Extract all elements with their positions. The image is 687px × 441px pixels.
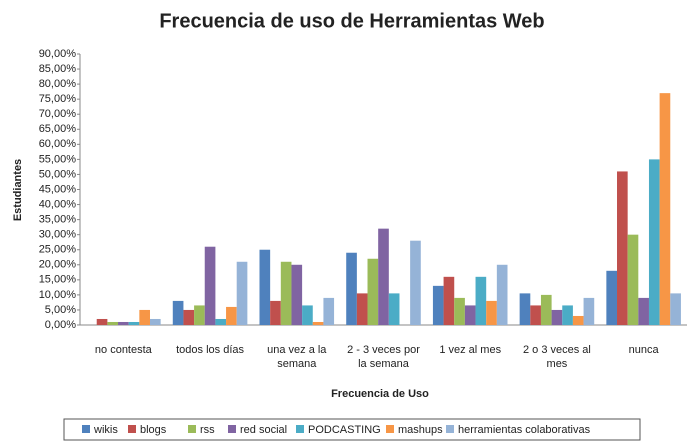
bar <box>139 309 150 325</box>
bar <box>270 300 281 325</box>
x-tick-label: no contesta <box>95 344 153 356</box>
y-tick-label: 25,00% <box>39 244 77 256</box>
chart-title: Frecuencia de uso de Herramientas Web <box>159 10 544 32</box>
y-tick-label: 20,00% <box>39 259 77 271</box>
bar <box>367 258 379 325</box>
y-tick-label: 75,00% <box>39 93 77 105</box>
bar <box>291 264 303 325</box>
bar <box>648 159 660 325</box>
bar <box>236 261 248 325</box>
legend-swatch <box>228 425 236 433</box>
bar <box>378 228 389 325</box>
bar <box>204 246 216 325</box>
legend-swatch <box>386 425 394 433</box>
legend-label: mashups <box>398 424 443 436</box>
legend-label: herramientas colaborativas <box>458 424 591 436</box>
bar <box>496 264 508 325</box>
bar <box>356 293 368 325</box>
bar <box>118 321 129 325</box>
bar <box>107 321 119 325</box>
legend-box <box>63 418 641 441</box>
y-tick-label: 90,00% <box>39 48 77 60</box>
bar <box>670 293 681 325</box>
bar <box>530 305 541 325</box>
y-axis-title: Estudiantes <box>12 159 24 221</box>
bar <box>96 318 108 325</box>
y-tick-label: 70,00% <box>39 108 77 120</box>
bar <box>519 293 531 325</box>
legend-swatch <box>188 425 196 433</box>
bar <box>562 305 573 325</box>
bar <box>183 309 195 325</box>
bar <box>172 300 184 325</box>
bar <box>410 240 421 325</box>
bar <box>540 294 552 325</box>
legend-label: PODCASTING <box>308 424 381 436</box>
y-tick-label: 30,00% <box>39 229 77 241</box>
y-tick-label: 45,00% <box>39 183 77 195</box>
bar <box>194 305 205 325</box>
y-tick-label: 5,00% <box>45 304 76 316</box>
x-tick-label: una vez a la semana <box>267 344 327 370</box>
bar <box>475 276 487 325</box>
y-tick-label: 60,00% <box>39 138 77 150</box>
legend-swatch <box>82 425 90 433</box>
bar <box>659 93 671 326</box>
y-tick-label: 65,00% <box>39 123 77 135</box>
bar <box>302 305 313 325</box>
bar <box>128 321 140 325</box>
bar <box>149 318 161 325</box>
bar <box>464 305 476 325</box>
bar <box>259 249 271 325</box>
legend-label: rss <box>200 424 215 436</box>
bar <box>280 261 292 325</box>
x-tick-label: todos los días <box>176 344 244 356</box>
y-tick-label: 0,00% <box>45 319 76 331</box>
x-axis-title: Frecuencia de Uso <box>331 388 429 400</box>
bar <box>627 234 639 325</box>
bar <box>454 297 465 325</box>
bar <box>226 306 237 325</box>
bar <box>443 276 455 325</box>
legend-swatch <box>128 425 136 433</box>
x-tick-label: 2 - 3 veces por la semana <box>347 344 420 370</box>
legend-label: wikis <box>93 424 118 436</box>
y-tick-label: 80,00% <box>39 78 77 90</box>
legend-swatch <box>446 425 454 433</box>
bar <box>606 270 618 325</box>
bar <box>323 297 335 325</box>
y-tick-label: 55,00% <box>39 153 77 165</box>
bar <box>583 297 595 325</box>
bar <box>346 252 357 325</box>
y-tick-label: 10,00% <box>39 289 77 301</box>
legend-label: blogs <box>140 424 167 436</box>
bar <box>388 293 400 325</box>
bar <box>551 309 563 325</box>
x-tick-label: nunca <box>629 344 660 356</box>
y-tick-label: 15,00% <box>39 274 77 286</box>
bar <box>638 297 649 325</box>
legend-label: red social <box>240 424 287 436</box>
bar <box>617 171 628 325</box>
y-tick-label: 50,00% <box>39 168 77 180</box>
bar <box>215 318 227 325</box>
y-tick-label: 85,00% <box>39 63 77 75</box>
x-tick-label: 2 o 3 veces al mes <box>523 344 591 370</box>
bar <box>572 315 584 325</box>
y-tick-label: 40,00% <box>39 198 77 210</box>
bar <box>432 285 444 325</box>
x-tick-label: 1 vez al mes <box>439 344 501 356</box>
bar <box>486 300 497 325</box>
bar <box>312 321 324 325</box>
legend-swatch <box>296 425 304 433</box>
y-tick-label: 35,00% <box>39 214 77 226</box>
